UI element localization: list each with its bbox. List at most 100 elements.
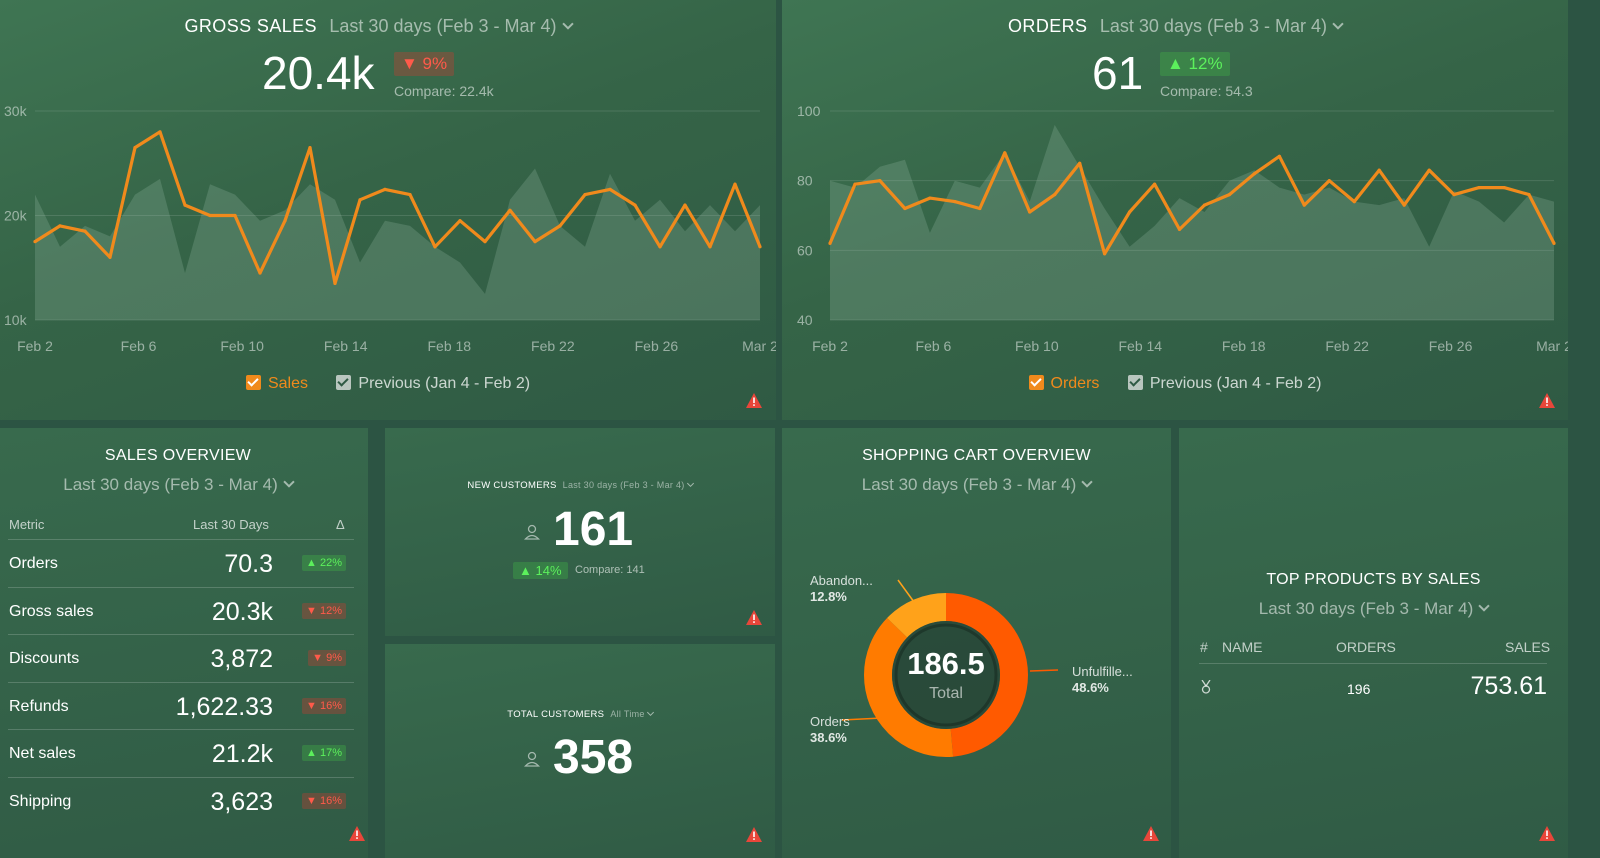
checkbox-checked-icon[interactable]: [1127, 375, 1143, 390]
orders-change-badge: ▲ 12%: [1160, 52, 1230, 76]
data-point: [33, 240, 37, 244]
data-point: [1177, 227, 1182, 231]
col-last-30[interactable]: Last 30 Days: [193, 517, 269, 532]
x-tick-label: Feb 14: [324, 338, 368, 354]
metric-delta-badge: ▼ 16%: [302, 697, 346, 714]
metric-value: 21.2k: [211, 740, 273, 768]
warning-icon[interactable]: [746, 393, 762, 408]
checkbox-checked-icon[interactable]: [336, 375, 352, 390]
sales-overview-period-row: Last 30 days (Feb 3 - Mar 4): [0, 475, 368, 495]
y-tick-label: 10k: [4, 312, 28, 328]
chevron-down-icon[interactable]: [646, 708, 654, 717]
col-name[interactable]: NAME: [1222, 639, 1263, 655]
data-point: [233, 213, 237, 218]
warning-icon[interactable]: [349, 826, 365, 841]
user-icon: [524, 524, 540, 540]
x-tick-label: Feb 26: [1429, 338, 1473, 354]
current-series-line: [34, 130, 762, 285]
legend-orders[interactable]: Orders: [1050, 375, 1100, 392]
donut-label-orders-pct: 38.6%: [810, 730, 847, 745]
period-dropdown[interactable]: Last 30 days (Feb 3 - Mar 4): [329, 16, 557, 36]
gross-sales-panel: GROSS SALES Last 30 days (Feb 3 - Mar 4)…: [0, 0, 776, 420]
checkbox-checked-icon[interactable]: [1028, 375, 1044, 390]
data-point: [208, 213, 212, 218]
data-point: [1153, 182, 1157, 186]
warning-icon[interactable]: [746, 827, 762, 842]
chevron-down-icon[interactable]: [1478, 600, 1490, 612]
orders-header: ORDERS Last 30 days (Feb 3 - Mar 4): [782, 16, 1568, 37]
gross-sales-header: GROSS SALES Last 30 days (Feb 3 - Mar 4): [0, 16, 776, 37]
donut-label-unfulfilled-pct: 48.6%: [1072, 680, 1109, 695]
donut-label-orders-name: Orders: [810, 714, 850, 729]
data-point: [183, 203, 187, 207]
data-point: [903, 206, 907, 211]
gross-sales-title: GROSS SALES: [184, 16, 317, 36]
data-point: [928, 196, 932, 200]
table-row[interactable]: Gross sales 20.3k ▼ 12%: [8, 586, 354, 635]
x-tick-label: Feb 10: [1015, 338, 1059, 354]
orders-panel: ORDERS Last 30 days (Feb 3 - Mar 4) 61 ▲…: [782, 0, 1568, 420]
metric-delta-badge: ▲ 22%: [302, 555, 346, 571]
legend-previous[interactable]: Previous (Jan 4 - Feb 2): [1149, 375, 1322, 392]
period-dropdown[interactable]: Last 30 days (Feb 3 - Mar 4): [562, 480, 685, 490]
user-icon: [524, 751, 540, 767]
data-point: [333, 281, 337, 285]
period-dropdown[interactable]: Last 30 days (Feb 3 - Mar 4): [63, 475, 278, 494]
data-point: [1277, 154, 1281, 158]
data-point: [383, 187, 387, 191]
col-metric[interactable]: Metric: [9, 517, 45, 532]
metric-delta-badge: ▼ 16%: [302, 792, 346, 809]
shopping-cart-panel: SHOPPING CART OVERVIEW Last 30 days (Feb…: [782, 428, 1171, 858]
data-point: [1327, 179, 1331, 183]
product-medal-icon: [1201, 680, 1211, 694]
table-row[interactable]: Net sales 21.2k ▲ 17%: [8, 729, 354, 777]
checkbox-checked-icon[interactable]: [245, 375, 261, 390]
data-point: [1227, 193, 1231, 197]
data-point: [408, 193, 412, 197]
col-sales[interactable]: SALES: [1505, 639, 1551, 655]
x-tick-label: Feb 22: [1325, 338, 1369, 354]
period-dropdown[interactable]: Last 30 days (Feb 3 - Mar 4): [1258, 599, 1474, 618]
donut-label-abandoned: Abandon... 12.8%: [810, 573, 873, 605]
table-row[interactable]: Shipping 3,623 ▼ 16%: [8, 776, 354, 825]
data-point: [1402, 203, 1406, 207]
gross-sales-legend: Sales Previous (Jan 4 - Feb 2): [0, 373, 776, 393]
donut-label-abandoned-name: Abandon...: [810, 573, 873, 588]
col-orders[interactable]: ORDERS: [1336, 639, 1396, 655]
period-dropdown[interactable]: Last 30 days (Feb 3 - Mar 4): [1099, 16, 1327, 36]
top-products-period-row: Last 30 days (Feb 3 - Mar 4): [1179, 599, 1568, 619]
metric-value: 1,622.33: [175, 692, 273, 721]
data-point: [308, 146, 312, 150]
data-point: [708, 245, 712, 249]
table-divider: [1199, 663, 1547, 664]
warning-icon[interactable]: [1143, 826, 1159, 841]
col-delta[interactable]: Δ: [336, 517, 345, 532]
metric-value: 3,623: [210, 787, 273, 816]
col-num[interactable]: #: [1200, 639, 1208, 655]
period-dropdown[interactable]: Last 30 days (Feb 3 - Mar 4): [861, 475, 1077, 494]
data-point: [283, 219, 287, 223]
data-point: [1103, 252, 1107, 256]
legend-previous[interactable]: Previous (Jan 4 - Feb 2): [358, 375, 531, 392]
table-row[interactable]: Orders 70.3 ▲ 22%: [8, 539, 354, 587]
legend-sales[interactable]: Sales: [267, 375, 308, 392]
orders-legend: Orders Previous (Jan 4 - Feb 2): [782, 373, 1568, 393]
data-point: [953, 200, 957, 204]
table-row[interactable]: Refunds 1,622.33 ▼ 16%: [8, 681, 354, 730]
gross-sales-chart: 10k 20k 30k Feb 2 Feb 6 Feb 10 Feb 14 Feb 18 Feb…: [4, 103, 776, 354]
y-tick-label: 20k: [4, 208, 28, 224]
x-tick-label: Feb 22: [531, 338, 575, 354]
table-row[interactable]: 196 753.61: [1199, 664, 1547, 708]
chevron-down-icon[interactable]: [686, 479, 694, 488]
data-point: [1128, 210, 1132, 214]
new-customers-compare: Compare: 141: [575, 564, 645, 576]
warning-icon[interactable]: [1539, 393, 1555, 408]
product-sales: 753.61: [1470, 672, 1547, 700]
data-point: [533, 240, 537, 244]
period-dropdown[interactable]: All Time: [610, 709, 645, 719]
warning-icon[interactable]: [746, 610, 762, 625]
table-row[interactable]: Discounts 3,872 ▼ 9%: [8, 634, 354, 682]
data-point: [458, 219, 462, 223]
warning-icon[interactable]: [1539, 826, 1555, 841]
chevron-down-icon[interactable]: [283, 476, 295, 488]
